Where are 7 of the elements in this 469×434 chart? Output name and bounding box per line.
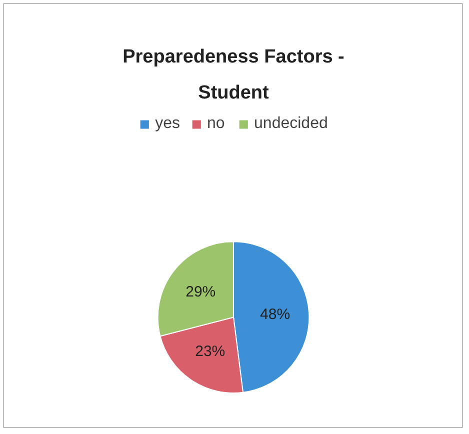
data-label: 48% bbox=[260, 306, 290, 324]
legend-label: yes bbox=[155, 115, 180, 133]
chart-title: Preparedeness Factors - Student bbox=[122, 46, 344, 104]
legend-label: no bbox=[207, 115, 226, 133]
data-label: 23% bbox=[195, 343, 226, 360]
data-label: 29% bbox=[186, 283, 216, 300]
legend-label: undecided bbox=[254, 115, 328, 133]
